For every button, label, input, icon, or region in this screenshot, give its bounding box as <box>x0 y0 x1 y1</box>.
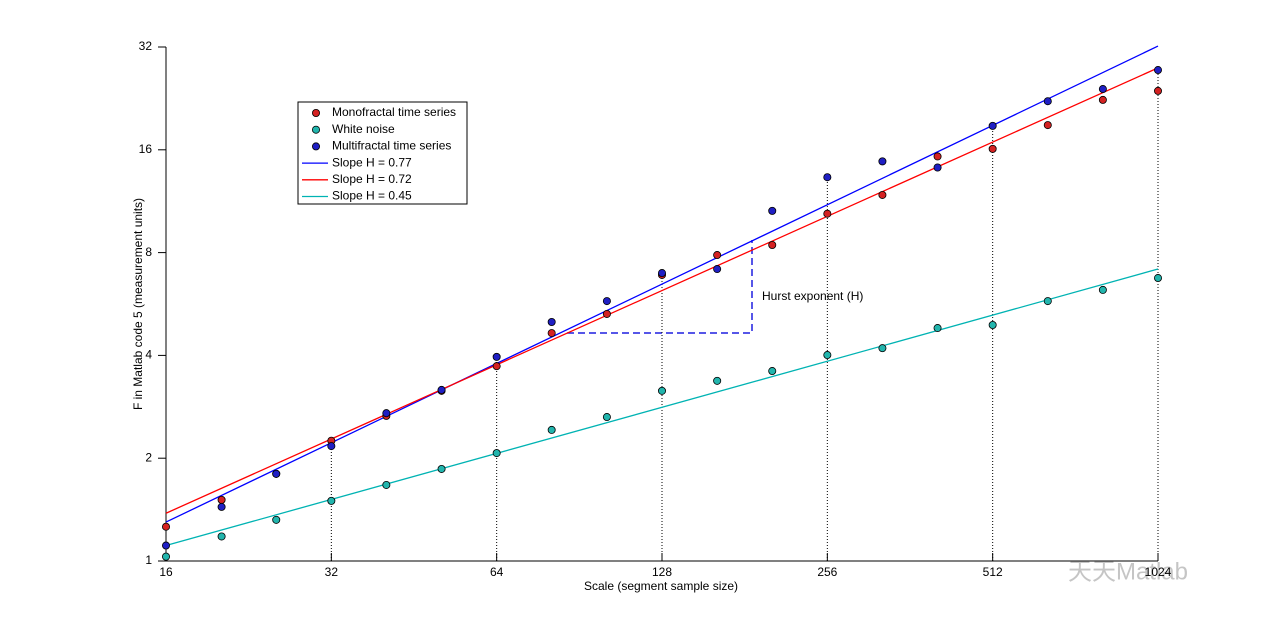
y-tick-label: 2 <box>145 450 152 464</box>
y-axis-label: F in Matlab code 5 (measurement units) <box>131 198 145 410</box>
marker <box>1098 95 1107 104</box>
legend-marker <box>311 125 320 134</box>
legend-box <box>297 101 468 205</box>
marker <box>988 144 997 153</box>
marker <box>272 469 281 478</box>
watermark: 天天Matlab <box>1068 558 1188 585</box>
marker <box>768 241 777 250</box>
marker <box>1043 121 1052 130</box>
marker <box>1154 274 1163 283</box>
marker <box>1043 297 1052 306</box>
marker <box>161 541 170 550</box>
marker <box>272 515 281 524</box>
x-tick-label: 32 <box>325 565 339 579</box>
marker <box>768 206 777 215</box>
x-axis-label: Scale (segment sample size) <box>584 579 738 593</box>
marker <box>547 318 556 327</box>
marker <box>1154 86 1163 95</box>
marker <box>988 121 997 130</box>
x-tick-label: 64 <box>490 565 504 579</box>
marker <box>878 344 887 353</box>
marker <box>492 352 501 361</box>
marker <box>713 251 722 260</box>
marker <box>217 532 226 541</box>
marker <box>1154 66 1163 75</box>
marker <box>382 480 391 489</box>
y-tick-label: 32 <box>139 39 153 53</box>
marker <box>933 324 942 333</box>
marker <box>437 464 446 473</box>
x-tick-label: 1024 <box>1145 565 1172 579</box>
x-tick-label: 128 <box>652 565 672 579</box>
marker <box>217 502 226 511</box>
y-tick-label: 8 <box>145 245 152 259</box>
marker <box>602 297 611 306</box>
marker <box>988 320 997 329</box>
y-tick-label: 4 <box>145 348 152 362</box>
annotation: Hurst exponent (H) <box>762 289 863 303</box>
marker <box>1098 285 1107 294</box>
hurst-triangle <box>567 240 753 334</box>
marker <box>823 209 832 218</box>
legend-label: White noise <box>332 122 395 136</box>
marker <box>602 309 611 318</box>
marker <box>933 152 942 161</box>
legend-label: Monofractal time series <box>332 105 456 119</box>
marker <box>492 362 501 371</box>
marker <box>1098 85 1107 94</box>
legend-label: Multifractal time series <box>332 139 451 153</box>
legend-label: Slope H = 0.45 <box>332 189 412 203</box>
marker <box>327 496 336 505</box>
marker <box>713 376 722 385</box>
marker <box>217 495 226 504</box>
y-tick-label: 16 <box>139 142 153 156</box>
marker <box>658 386 667 395</box>
marker <box>547 329 556 338</box>
marker <box>437 385 446 394</box>
marker <box>492 449 501 458</box>
marker <box>382 409 391 418</box>
legend-marker <box>311 142 320 151</box>
legend-label: Slope H = 0.77 <box>332 155 412 169</box>
marker <box>161 522 170 531</box>
y-tick-label: 1 <box>145 553 152 567</box>
marker <box>1043 97 1052 106</box>
x-tick-label: 512 <box>983 565 1003 579</box>
marker <box>161 552 170 561</box>
marker <box>658 269 667 278</box>
fit-line <box>165 268 1159 547</box>
marker <box>823 173 832 182</box>
marker <box>602 413 611 422</box>
legend-label: Slope H = 0.72 <box>332 172 412 186</box>
marker <box>933 163 942 172</box>
legend-marker <box>311 109 320 118</box>
marker <box>768 367 777 376</box>
marker <box>713 265 722 274</box>
x-tick-label: 256 <box>817 565 837 579</box>
marker <box>878 157 887 166</box>
x-tick-label: 16 <box>159 565 173 579</box>
marker <box>327 442 336 451</box>
marker <box>878 190 887 199</box>
marker <box>547 425 556 434</box>
marker <box>823 351 832 360</box>
legend: Monofractal time series White noise Multif… <box>297 101 468 205</box>
